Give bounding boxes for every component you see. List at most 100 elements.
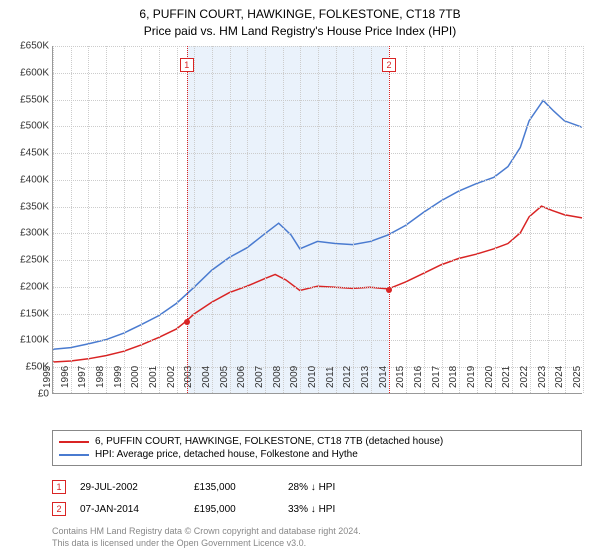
x-tick-label: 2024: [554, 366, 565, 388]
x-tick-label: 2013: [360, 366, 371, 388]
x-tick-label: 2014: [378, 366, 389, 388]
y-tick-label: £150K: [9, 308, 49, 319]
x-tick-label: 2018: [448, 366, 459, 388]
y-tick-label: £450K: [9, 148, 49, 159]
y-tick-label: £600K: [9, 67, 49, 78]
x-tick-label: 2016: [413, 366, 424, 388]
sale-date: 29-JUL-2002: [80, 482, 180, 493]
sale-delta: 33% ↓ HPI: [288, 504, 335, 515]
y-tick-label: £200K: [9, 281, 49, 292]
x-gridline: [194, 46, 195, 393]
y-tick-label: £500K: [9, 121, 49, 132]
x-tick-label: 2009: [289, 366, 300, 388]
x-gridline: [159, 46, 160, 393]
x-gridline: [230, 46, 231, 393]
x-tick-label: 2002: [166, 366, 177, 388]
legend-label: HPI: Average price, detached house, Folk…: [95, 449, 358, 460]
x-tick-label: 2004: [201, 366, 212, 388]
x-tick-label: 2019: [466, 366, 477, 388]
x-tick-label: 2008: [272, 366, 283, 388]
x-gridline: [495, 46, 496, 393]
x-gridline: [124, 46, 125, 393]
legend-swatch: [59, 441, 89, 443]
y-tick-label: £550K: [9, 94, 49, 105]
x-gridline: [318, 46, 319, 393]
x-gridline: [177, 46, 178, 393]
x-tick-label: 2015: [395, 366, 406, 388]
note-line: Contains HM Land Registry data © Crown c…: [52, 526, 582, 538]
chart-title: 6, PUFFIN COURT, HAWKINGE, FOLKESTONE, C…: [0, 0, 600, 44]
sale-marker-box: 2: [52, 502, 66, 516]
x-tick-label: 2010: [307, 366, 318, 388]
sale-vline: [389, 46, 390, 393]
x-gridline: [548, 46, 549, 393]
x-gridline: [106, 46, 107, 393]
x-tick-label: 2022: [519, 366, 530, 388]
y-tick-label: £350K: [9, 201, 49, 212]
x-tick-label: 2017: [431, 366, 442, 388]
x-gridline: [283, 46, 284, 393]
legend-label: 6, PUFFIN COURT, HAWKINGE, FOLKESTONE, C…: [95, 436, 443, 447]
x-gridline: [459, 46, 460, 393]
sale-vline: [187, 46, 188, 393]
x-gridline: [71, 46, 72, 393]
y-tick-label: £250K: [9, 255, 49, 266]
x-gridline: [512, 46, 513, 393]
sale-date: 07-JAN-2014: [80, 504, 180, 515]
sale-point: [184, 319, 190, 325]
x-tick-label: 2021: [501, 366, 512, 388]
x-gridline: [424, 46, 425, 393]
x-tick-label: 1999: [113, 366, 124, 388]
x-gridline: [265, 46, 266, 393]
x-tick-label: 2007: [254, 366, 265, 388]
x-tick-label: 2005: [219, 366, 230, 388]
y-tick-label: £400K: [9, 174, 49, 185]
y-tick-label: £0: [9, 389, 49, 400]
sale-table: 1 29-JUL-2002 £135,000 28% ↓ HPI 2 07-JA…: [52, 476, 582, 520]
y-tick-label: £100K: [9, 335, 49, 346]
sale-price: £195,000: [194, 504, 274, 515]
sale-row: 2 07-JAN-2014 £195,000 33% ↓ HPI: [52, 498, 582, 520]
sale-price: £135,000: [194, 482, 274, 493]
x-tick-label: 1998: [95, 366, 106, 388]
x-gridline: [477, 46, 478, 393]
legend-swatch: [59, 454, 89, 456]
sale-row: 1 29-JUL-2002 £135,000 28% ↓ HPI: [52, 476, 582, 498]
x-gridline: [583, 46, 584, 393]
legend-item: HPI: Average price, detached house, Folk…: [59, 448, 575, 461]
x-gridline: [88, 46, 89, 393]
x-gridline: [406, 46, 407, 393]
x-gridline: [371, 46, 372, 393]
title-line1: 6, PUFFIN COURT, HAWKINGE, FOLKESTONE, C…: [0, 6, 600, 23]
x-gridline: [300, 46, 301, 393]
title-line2: Price paid vs. HM Land Registry's House …: [0, 23, 600, 44]
x-gridline: [336, 46, 337, 393]
x-gridline: [53, 46, 54, 393]
x-gridline: [353, 46, 354, 393]
x-gridline: [212, 46, 213, 393]
y-tick-label: £300K: [9, 228, 49, 239]
x-tick-label: 1995: [42, 366, 53, 388]
legend-item: 6, PUFFIN COURT, HAWKINGE, FOLKESTONE, C…: [59, 435, 575, 448]
x-tick-label: 2020: [484, 366, 495, 388]
x-tick-label: 1997: [77, 366, 88, 388]
x-gridline: [530, 46, 531, 393]
x-tick-label: 2003: [183, 366, 194, 388]
x-tick-label: 2023: [537, 366, 548, 388]
sale-marker-box: 2: [382, 58, 396, 72]
sale-marker-box: 1: [52, 480, 66, 494]
x-gridline: [247, 46, 248, 393]
sale-marker-box: 1: [180, 58, 194, 72]
x-tick-label: 2006: [236, 366, 247, 388]
x-gridline: [141, 46, 142, 393]
note-line: This data is licensed under the Open Gov…: [52, 538, 582, 550]
x-gridline: [565, 46, 566, 393]
x-tick-label: 1996: [60, 366, 71, 388]
chart-container: 6, PUFFIN COURT, HAWKINGE, FOLKESTONE, C…: [0, 0, 600, 560]
sale-point: [386, 287, 392, 293]
plot-area: £0£50K£100K£150K£200K£250K£300K£350K£400…: [52, 46, 582, 394]
x-tick-label: 2011: [325, 366, 336, 388]
x-tick-label: 2012: [342, 366, 353, 388]
legend: 6, PUFFIN COURT, HAWKINGE, FOLKESTONE, C…: [52, 430, 582, 466]
footer-notes: Contains HM Land Registry data © Crown c…: [52, 526, 582, 549]
